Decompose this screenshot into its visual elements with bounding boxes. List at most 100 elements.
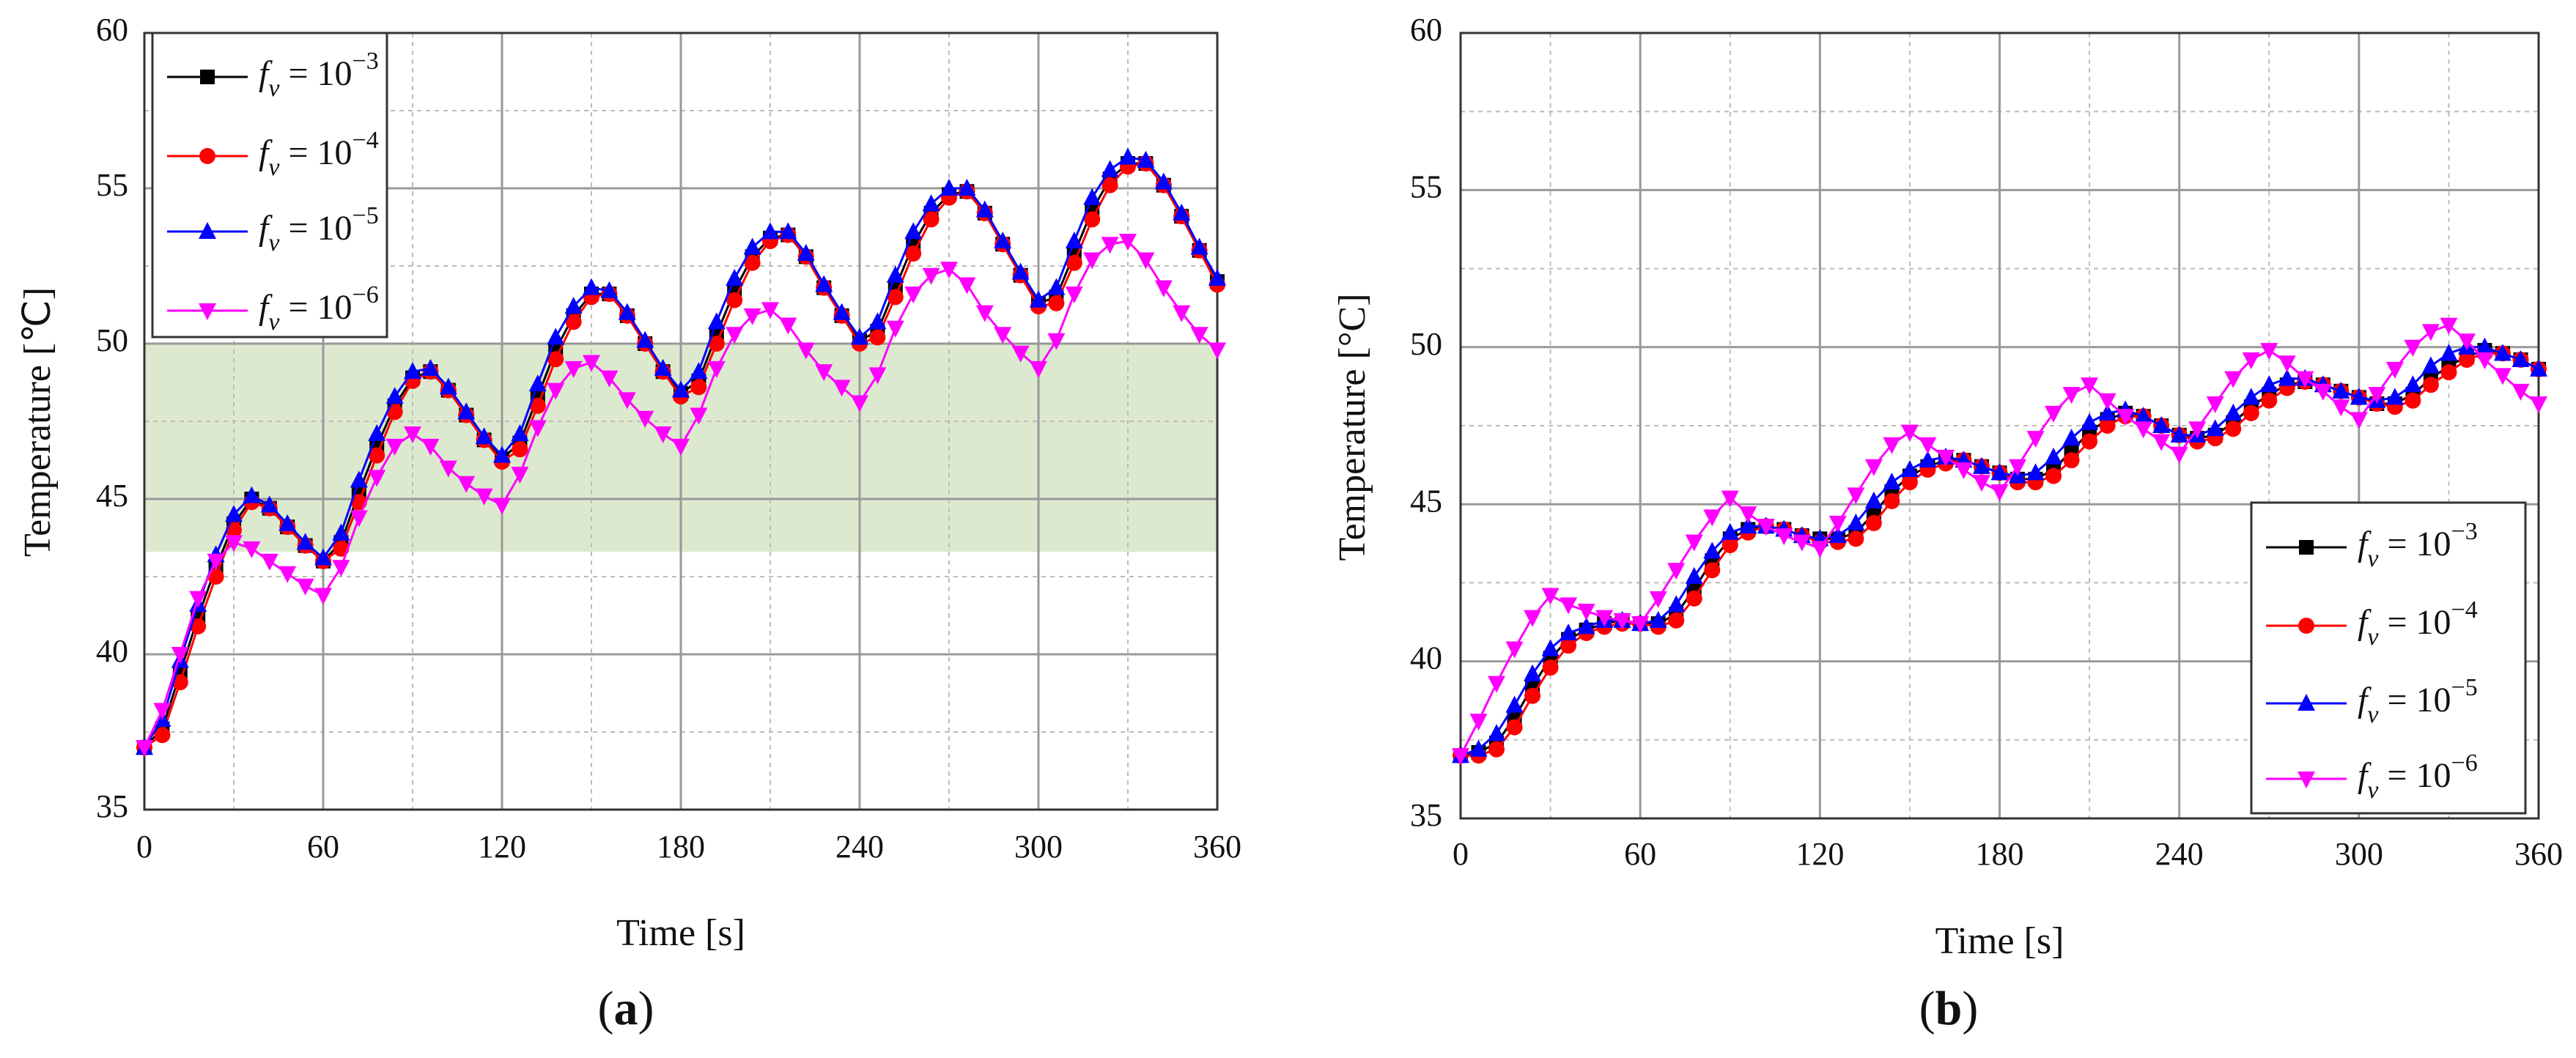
data-point bbox=[2422, 377, 2439, 393]
data-point bbox=[690, 379, 707, 396]
data-point bbox=[1488, 676, 1506, 693]
data-point bbox=[332, 523, 350, 541]
data-point bbox=[457, 402, 476, 420]
data-point bbox=[1793, 534, 1811, 552]
data-point bbox=[243, 541, 261, 558]
data-point bbox=[2260, 375, 2278, 393]
data-point bbox=[1541, 588, 1560, 605]
data-point bbox=[385, 438, 404, 456]
x-tick-label: 300 bbox=[2335, 836, 2383, 872]
data-point bbox=[868, 367, 887, 385]
data-point bbox=[708, 336, 725, 352]
data-point bbox=[1847, 487, 1865, 505]
data-point bbox=[2368, 387, 2386, 404]
data-point bbox=[2493, 368, 2512, 385]
data-point bbox=[2476, 352, 2494, 369]
data-point bbox=[1972, 456, 1990, 474]
data-point bbox=[1469, 714, 1488, 731]
data-point bbox=[869, 329, 886, 346]
data-point bbox=[1739, 506, 1757, 524]
data-point bbox=[2440, 344, 2458, 361]
data-point bbox=[296, 578, 314, 596]
data-point bbox=[1560, 597, 1578, 615]
data-point bbox=[975, 200, 994, 218]
data-point bbox=[1101, 177, 1118, 193]
data-point bbox=[1154, 172, 1173, 190]
x-tick-label: 360 bbox=[2514, 836, 2563, 872]
caption: (a) bbox=[598, 982, 654, 1035]
data-point bbox=[2457, 333, 2476, 351]
data-point bbox=[2440, 364, 2457, 381]
data-point bbox=[368, 423, 386, 441]
data-point bbox=[2404, 375, 2422, 393]
data-point bbox=[1667, 595, 1686, 613]
data-point bbox=[1452, 748, 1469, 766]
x-tick-label: 60 bbox=[1624, 836, 1656, 872]
data-point bbox=[797, 244, 815, 262]
legend-box bbox=[151, 32, 388, 339]
plot-frame bbox=[1459, 32, 2540, 820]
data-point bbox=[2242, 388, 2260, 405]
data-point bbox=[1955, 462, 1973, 480]
data-point bbox=[1721, 536, 1738, 553]
data-point bbox=[1828, 526, 1847, 544]
data-point bbox=[761, 302, 779, 319]
legend-marker bbox=[2298, 772, 2315, 788]
data-point bbox=[2458, 351, 2475, 368]
data-point bbox=[994, 327, 1012, 344]
data-point bbox=[994, 232, 1012, 249]
data-point bbox=[1900, 460, 1919, 478]
y-tick-label: 50 bbox=[96, 322, 128, 358]
data-point bbox=[1101, 237, 1119, 254]
data-point bbox=[1137, 252, 1155, 270]
data-point bbox=[2098, 403, 2116, 421]
data-point bbox=[1667, 563, 1686, 580]
y-tick-label: 45 bbox=[96, 478, 128, 514]
data-point bbox=[136, 740, 153, 758]
data-point bbox=[672, 380, 690, 398]
x-tick-label: 240 bbox=[2155, 836, 2204, 872]
data-point bbox=[1083, 188, 1101, 205]
data-point bbox=[2206, 419, 2224, 437]
data-point bbox=[2404, 339, 2422, 357]
data-point bbox=[1524, 687, 1541, 704]
data-point bbox=[940, 179, 958, 196]
data-point bbox=[1919, 437, 1937, 454]
data-point bbox=[1864, 491, 1883, 508]
data-point bbox=[851, 395, 868, 413]
data-point bbox=[2512, 349, 2530, 367]
data-point bbox=[2261, 392, 2278, 409]
data-point bbox=[1154, 280, 1173, 297]
data-point bbox=[368, 470, 386, 487]
data-point bbox=[2332, 399, 2350, 417]
y-tick-label: 55 bbox=[1410, 169, 1442, 204]
data-point bbox=[2062, 387, 2081, 404]
data-point bbox=[2045, 405, 2063, 423]
data-point bbox=[761, 222, 779, 240]
data-point bbox=[439, 460, 457, 478]
data-point bbox=[2188, 421, 2207, 439]
data-point bbox=[2385, 361, 2404, 379]
data-point bbox=[1704, 562, 1721, 579]
data-point bbox=[636, 330, 654, 348]
x-tick-label: 120 bbox=[478, 829, 526, 865]
data-point bbox=[1173, 305, 1191, 322]
x-tick-label: 180 bbox=[1976, 836, 2024, 872]
data-point bbox=[1900, 424, 1919, 442]
data-point bbox=[2350, 412, 2368, 429]
data-point bbox=[547, 328, 565, 345]
data-point bbox=[475, 488, 493, 506]
data-point bbox=[672, 438, 690, 456]
data-point bbox=[1137, 150, 1155, 168]
data-point bbox=[439, 377, 457, 395]
data-point bbox=[1505, 695, 1524, 713]
data-point bbox=[260, 495, 278, 513]
data-point bbox=[2476, 337, 2494, 355]
data-point bbox=[1990, 463, 2009, 481]
data-point bbox=[511, 467, 529, 484]
data-point bbox=[260, 553, 278, 571]
data-point bbox=[2224, 403, 2243, 421]
data-point bbox=[851, 328, 868, 345]
data-point bbox=[707, 312, 726, 330]
